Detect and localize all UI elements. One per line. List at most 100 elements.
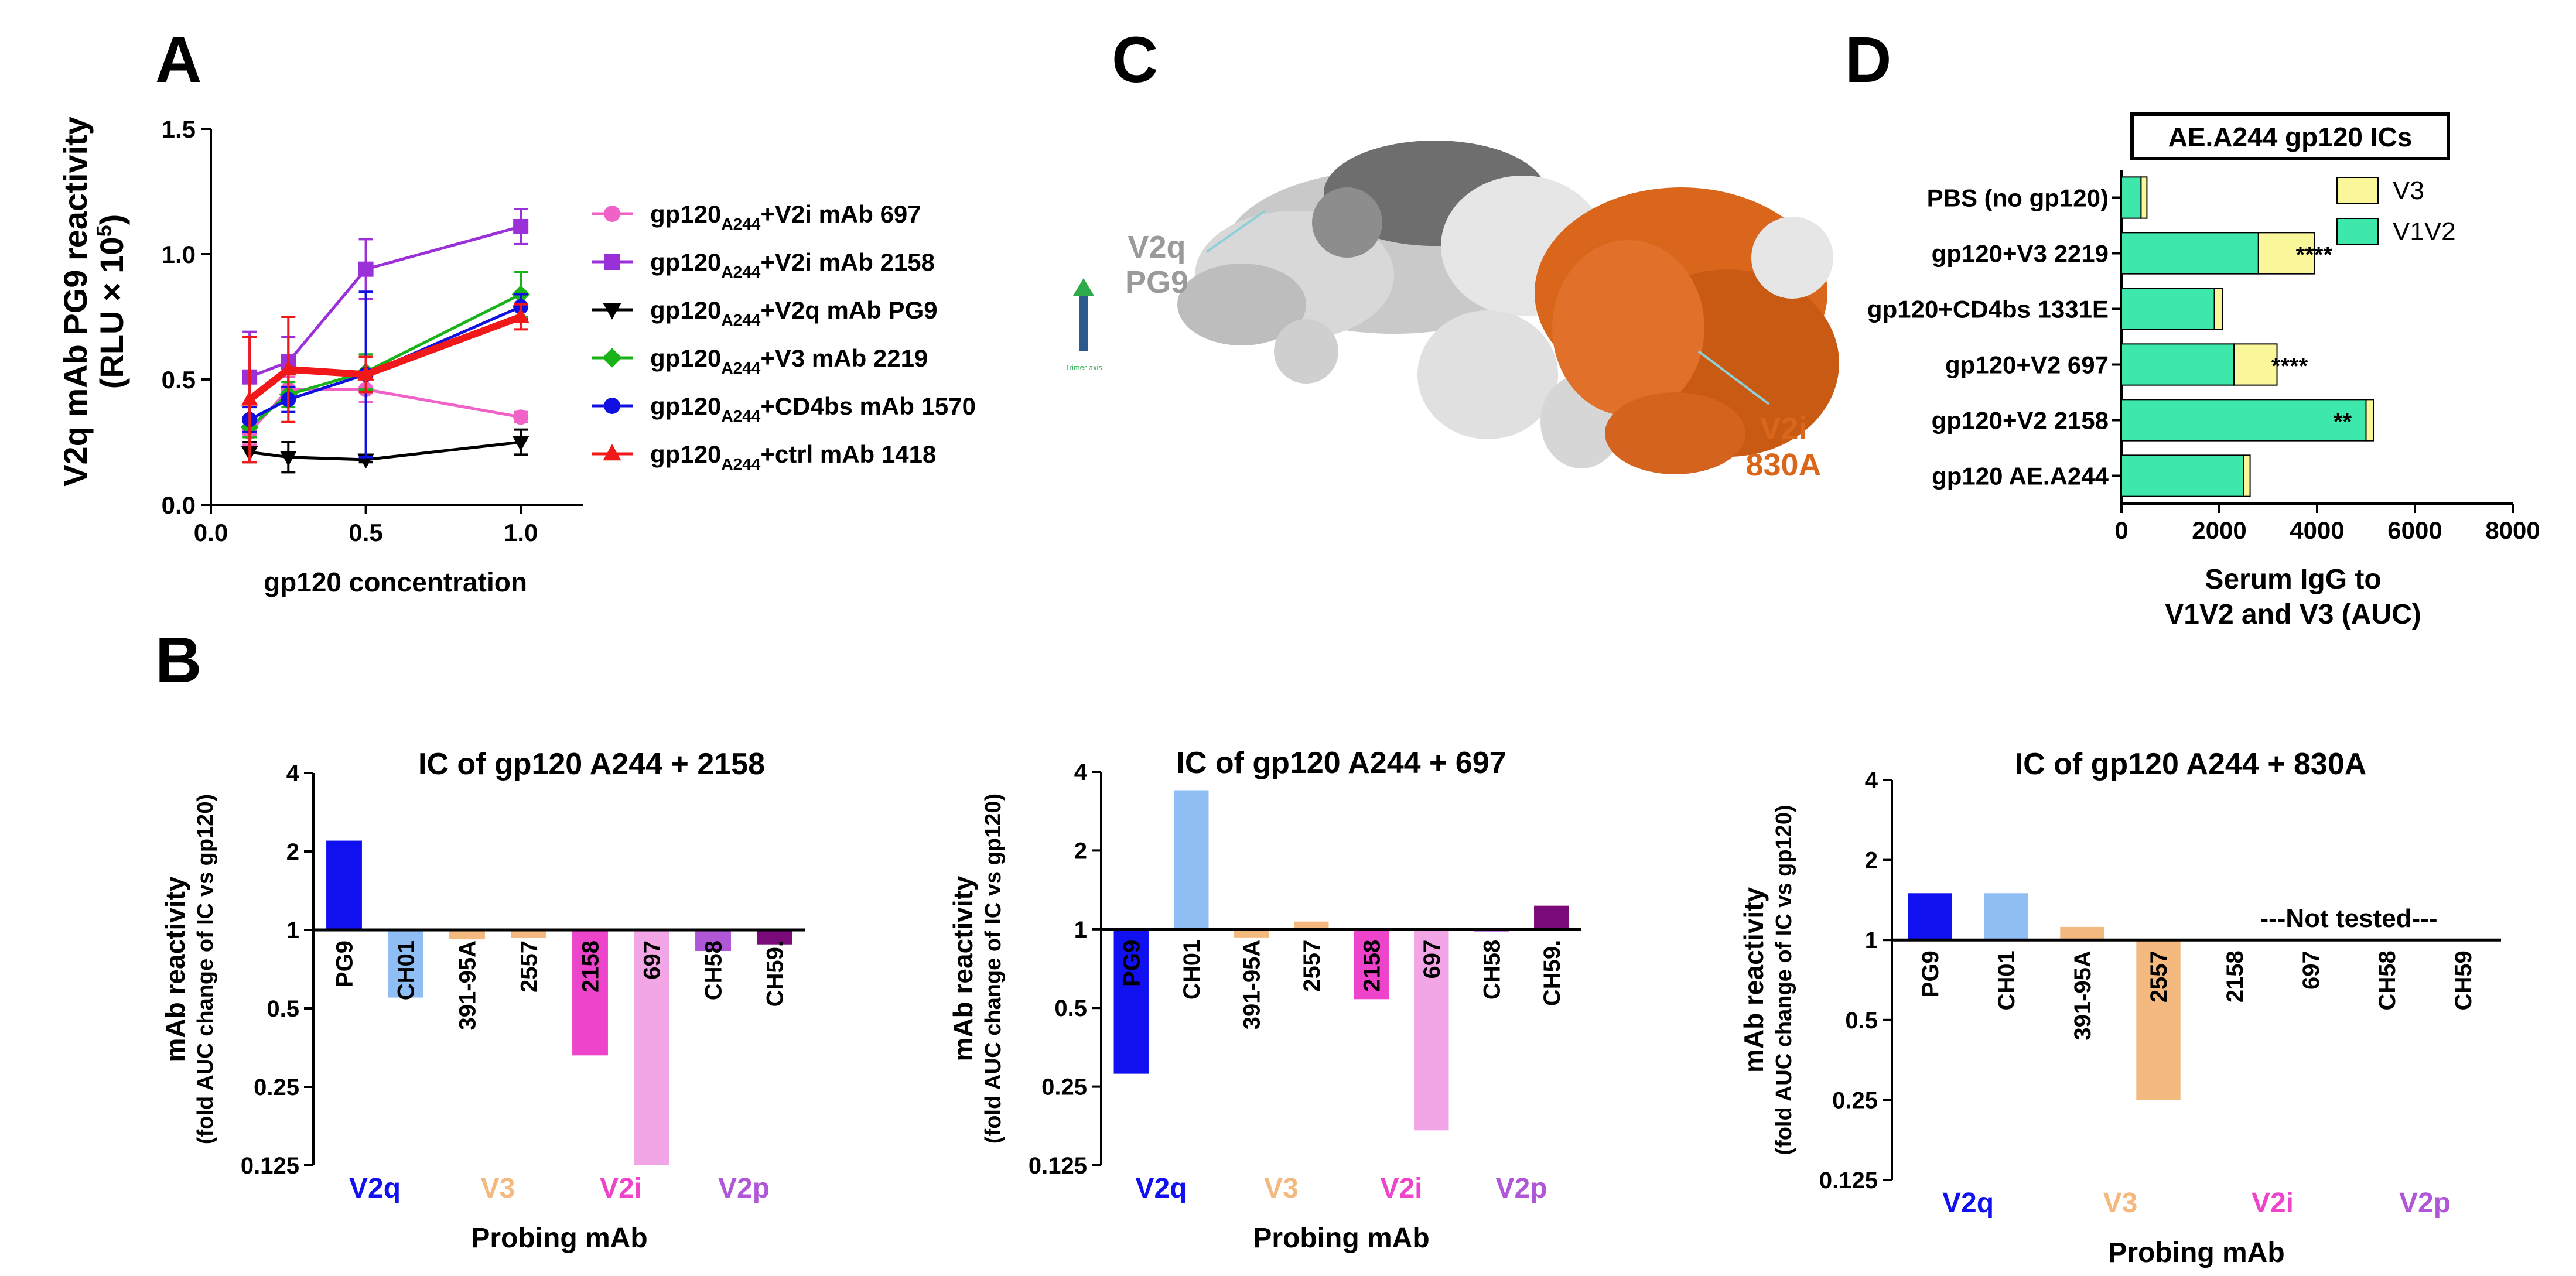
panel-label-a: A	[155, 24, 201, 96]
a-axes: 0.0 0.5 1.0 1.5 0.0 0.5 1.0	[162, 115, 583, 546]
trimer-axis-label: Trimer axis	[1065, 363, 1102, 372]
a-legend-pre: gp120	[650, 440, 721, 468]
b3-category-label: 2557	[2146, 950, 2172, 1003]
b2-y-tick-label: 1	[1074, 917, 1087, 943]
b2-y-tick-label: 0.5	[1054, 996, 1087, 1021]
a-point-5	[241, 390, 258, 406]
b2-y-tick-label: 0.125	[1029, 1153, 1087, 1179]
d-x-tick-label: 2000	[2192, 516, 2246, 544]
b1-bar	[634, 930, 669, 1165]
b3-y-tick-label: 0.125	[1819, 1168, 1878, 1193]
b3-category-label: CH59	[2451, 950, 2476, 1010]
b2-y-tick-label: 2	[1074, 838, 1087, 864]
b2-group-label: V2i	[1380, 1173, 1422, 1204]
a-legend-sub: A244	[721, 407, 760, 425]
b2-bar	[1414, 929, 1449, 1131]
b2-bar	[1534, 905, 1569, 929]
b1-bar	[695, 930, 731, 952]
b3-title: IC of gp120 A244 + 830A	[2015, 747, 2367, 781]
a-x-axis-label: gp120 concentration	[264, 567, 527, 597]
d-x-tick-label: 6000	[2387, 516, 2442, 544]
a-legend-entry-2: gp120A244+V2q mAb PG9	[650, 296, 938, 329]
a-legend-pre: gp120	[650, 248, 721, 276]
d-x-tick-label: 8000	[2485, 516, 2540, 544]
b3-group-label: V2q	[1942, 1188, 1994, 1219]
d-legend-swatch-V1V2	[2336, 218, 2379, 245]
b2-bar	[1174, 790, 1209, 929]
b2-category-label: 2557	[1299, 940, 1325, 992]
b3-y-tick-label: 1	[1865, 928, 1878, 953]
b3-bar	[2060, 926, 2104, 940]
d-title: AE.A244 gp120 ICs	[2168, 122, 2413, 152]
d-bar-V1V2	[2121, 232, 2259, 275]
b3-group-label: V2p	[2399, 1188, 2451, 1219]
b1-y-axis-label-line2: (fold AUC change of IC vs gp120)	[193, 794, 218, 1144]
b2-category-label: CH01	[1179, 940, 1205, 1000]
a-y-tick-label: 0.5	[162, 366, 196, 394]
d-x-axis-label-line1: Serum IgG to	[2205, 564, 2381, 595]
a-legend-pre: gp120	[650, 392, 721, 420]
v2i-structure-label-1: V2i	[1760, 411, 1807, 446]
a-legend-entry-4: gp120A244+CD4bs mAb 1570	[650, 392, 976, 425]
trimer-axis-arrow-icon: Trimer axis	[1065, 278, 1102, 372]
b3-x-axis-label: Probing mAb	[2108, 1237, 2284, 1268]
a-x-tick-label: 0.0	[194, 519, 228, 546]
a-legend-pre: gp120	[650, 200, 721, 228]
panel-label-d: D	[1845, 24, 1891, 96]
b1-group-label: V2p	[718, 1173, 770, 1204]
b1-category-label: PG9	[332, 940, 358, 987]
a-legend-pre: gp120	[650, 344, 721, 372]
d-category-label: gp120 AE.A244	[1932, 463, 2109, 490]
d-axes: 0 2000 4000 6000 8000 PBS (no gp120) gp120+V3 …	[1867, 170, 2540, 544]
b3-bar	[1984, 893, 2028, 940]
b2-y-tick-label: 4	[1074, 760, 1088, 785]
a-legend-sub: A244	[721, 215, 760, 233]
b1-category-label: CH58	[701, 940, 727, 1000]
b1-bar	[511, 930, 546, 939]
a-legend-sub: A244	[721, 311, 760, 329]
d-category-label: gp120+V2 697	[1945, 351, 2109, 379]
b3-group-label: V2i	[2252, 1188, 2294, 1219]
b1-bar	[757, 930, 792, 945]
d-bar-V3	[2365, 399, 2375, 442]
a-series-line-1	[249, 225, 521, 379]
b3-category-label: 391-95A	[2070, 950, 2096, 1040]
a-point-0	[513, 409, 529, 425]
b2-title: IC of gp120 A244 + 697	[1176, 746, 1506, 780]
d-bar-V3	[2213, 288, 2223, 330]
b2-bar	[1113, 929, 1149, 1074]
b3-y-tick-label: 0.5	[1845, 1008, 1878, 1034]
b3-y-tick-label: 4	[1865, 768, 1878, 793]
a-legend-marker-0	[604, 206, 620, 222]
panel-d-stacked-bar-chart: AE.A244 gp120 ICs 0 2000 4000 6000 8000 PBS (…	[1867, 112, 2540, 630]
d-legend-swatch-V3	[2336, 177, 2379, 204]
b2-y-axis-label-line2: (fold AUC change of IC vs gp120)	[981, 793, 1006, 1144]
b1-title: IC of gp120 A244 + 2158	[418, 747, 765, 781]
d-marks: **********	[2121, 176, 2375, 497]
b2-bar	[1294, 921, 1329, 929]
b1-bar	[572, 930, 608, 1056]
a-point-5	[512, 307, 529, 323]
a-y-tick-label: 1.5	[162, 115, 196, 143]
b3-y-axis-label-line2: (fold AUC change of IC vs gp120)	[1772, 805, 1796, 1155]
b3-y-tick-label: 0.25	[1832, 1087, 1878, 1113]
d-x-axis-label-line2: V1V2 and V3 (AUC)	[2165, 599, 2421, 630]
d-legend-label-V1V2: V1V2	[2393, 217, 2456, 246]
a-marks	[240, 207, 530, 474]
a-legend-entry-0: gp120A244+V2i mAb 697	[650, 200, 921, 233]
b3-note: ---Not tested---	[2260, 904, 2437, 933]
d-x-tick-label: 4000	[2290, 516, 2344, 544]
a-legend-sub: A244	[721, 263, 760, 281]
a-legend-marker-4	[604, 398, 620, 414]
d-title-box	[2130, 112, 2450, 160]
b1-bar	[388, 930, 423, 998]
b3-category-label: 697	[2298, 950, 2324, 990]
a-legend-name: +ctrl mAb 1418	[760, 440, 936, 468]
b1-bar	[449, 930, 485, 940]
a-legend-sub: A244	[721, 359, 760, 377]
b1-y-tick-label: 0.5	[267, 996, 299, 1022]
b2-category-label: PG9	[1119, 940, 1144, 987]
a-x-tick-label: 0.5	[349, 519, 382, 546]
a-y-axis-label-line2: (RLU × 105)	[92, 214, 130, 389]
